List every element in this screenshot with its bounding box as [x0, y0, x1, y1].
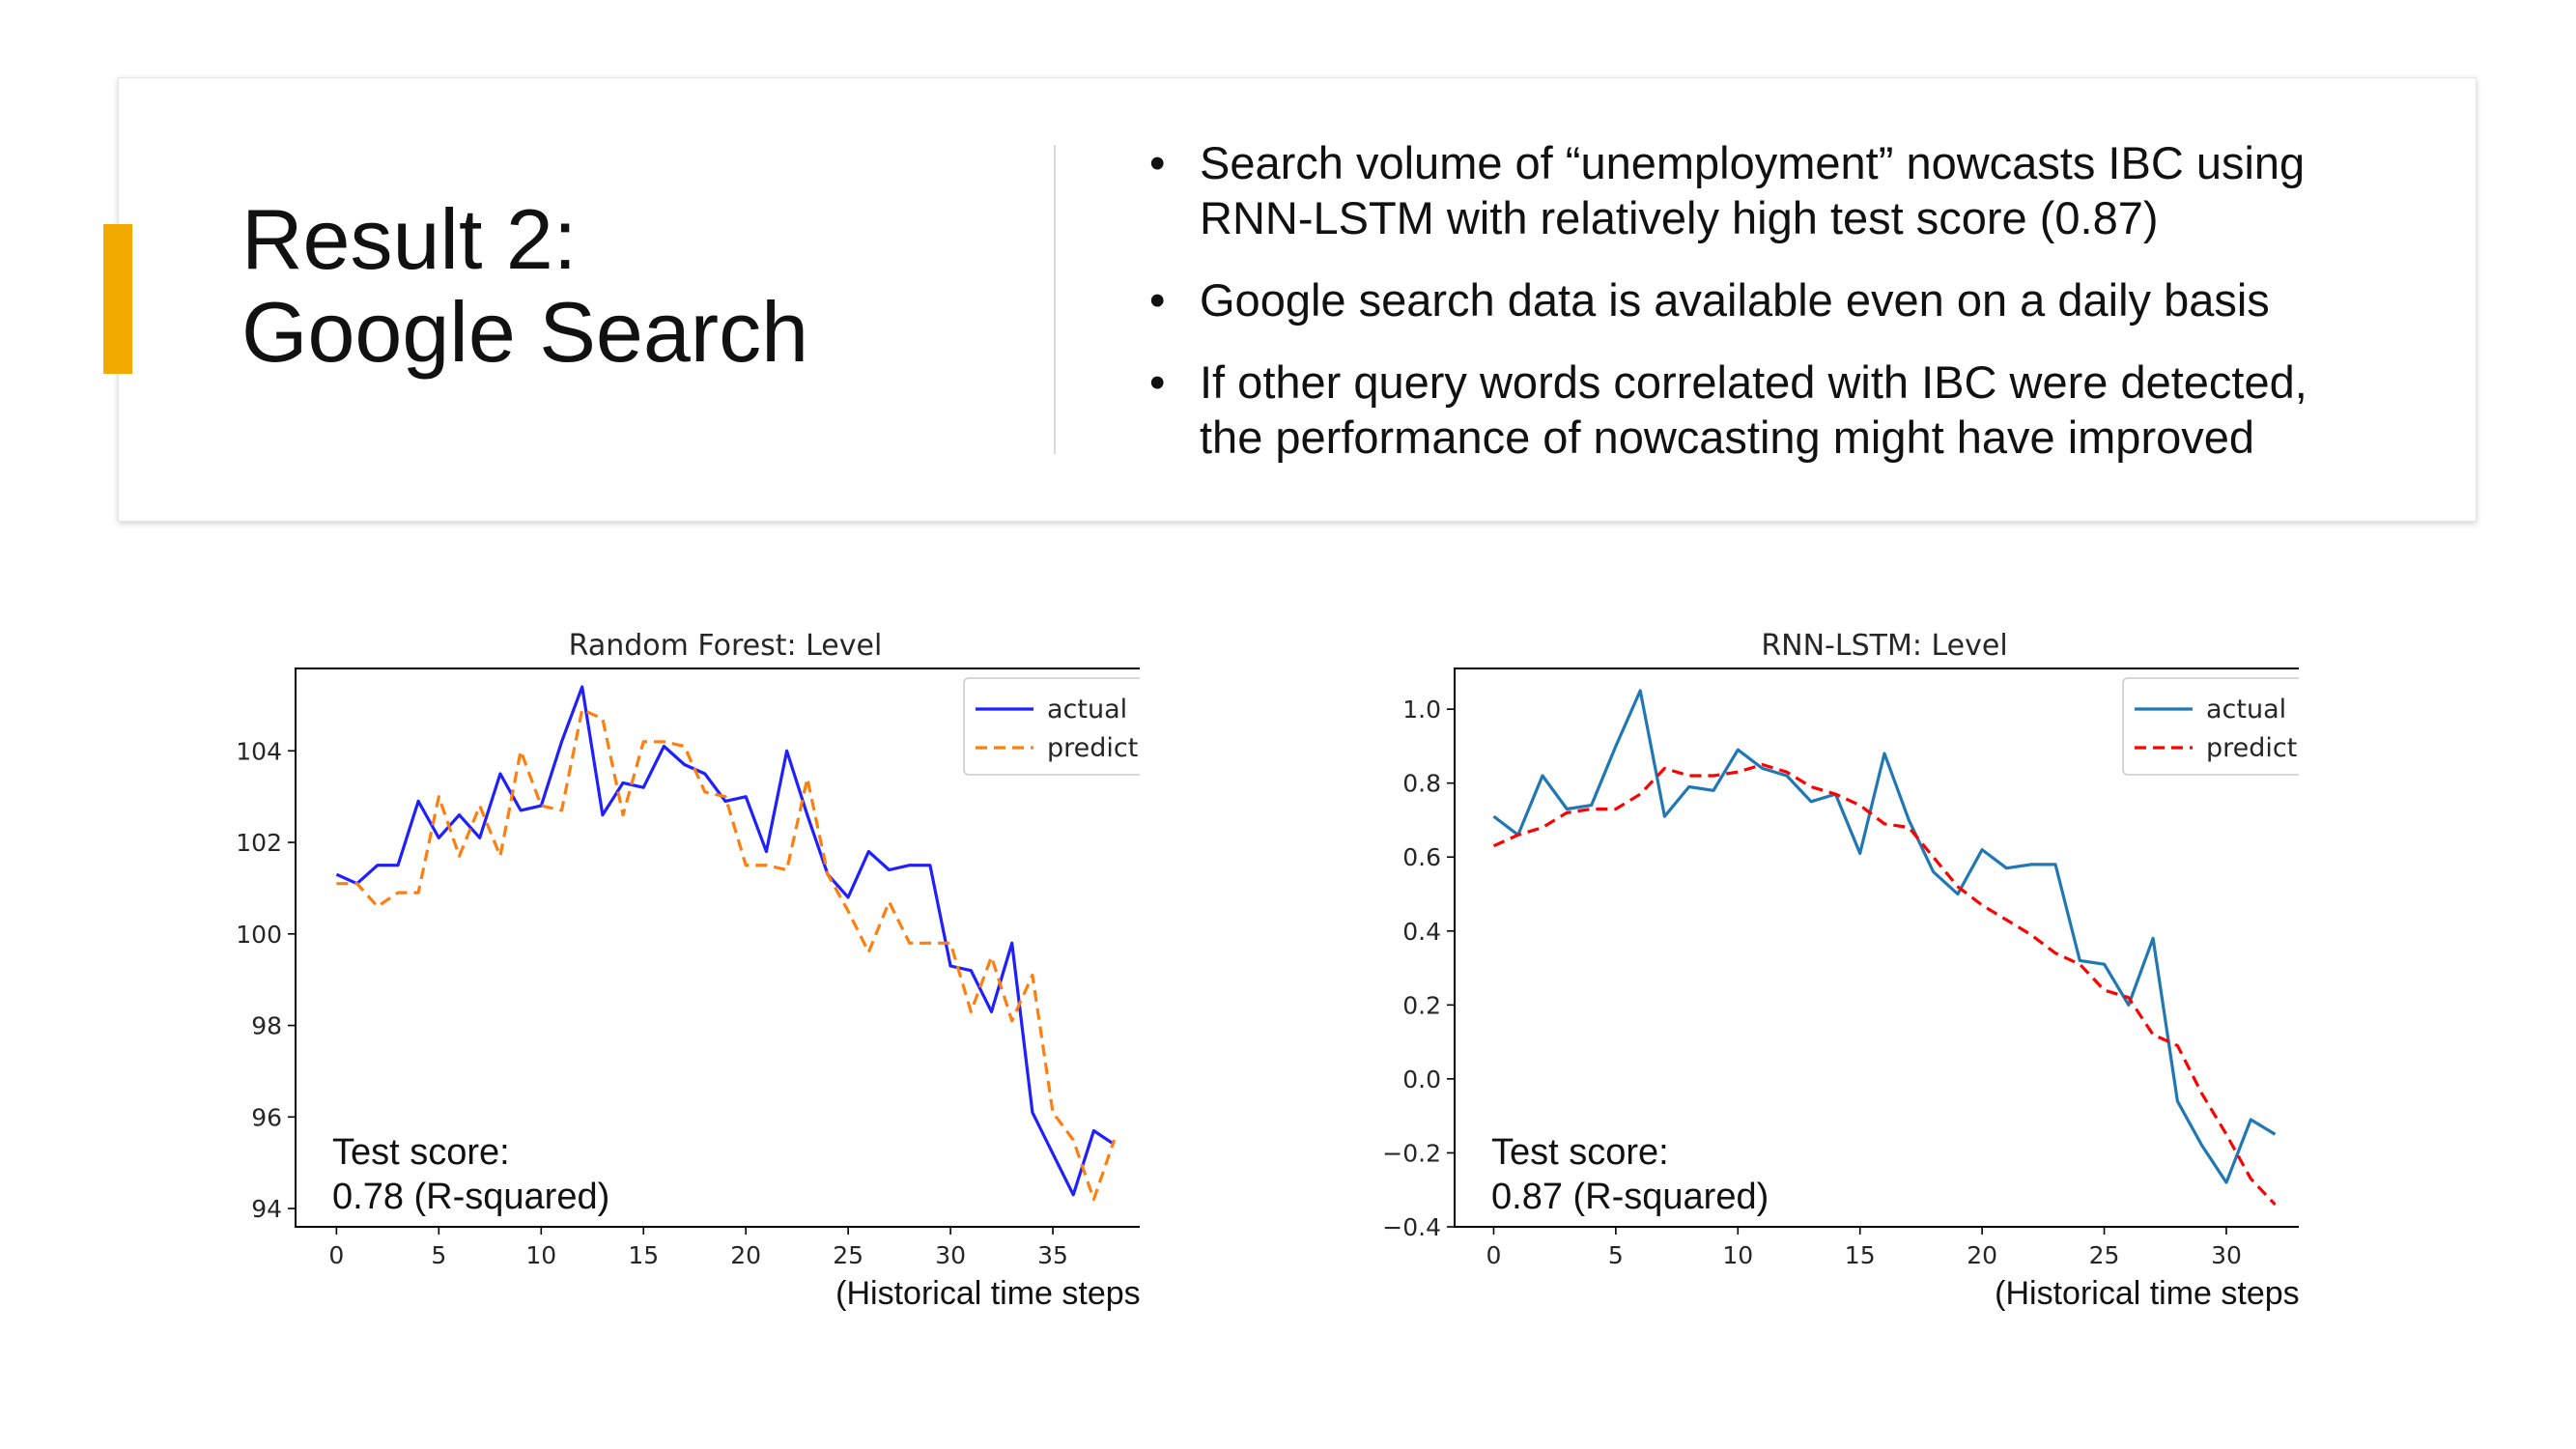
accent-bar — [103, 224, 132, 374]
lstm-y-tick-label: 0.0 — [1402, 1065, 1441, 1094]
lstm-title: RNN-LSTM: Level — [1761, 629, 2007, 663]
bullet-dot-icon: • — [1149, 356, 1166, 408]
rf-x-tick-label: 5 — [431, 1241, 446, 1269]
rf-x-tick-label: 35 — [1037, 1241, 1068, 1269]
bullet-list: • Search volume of “unemployment” nowcas… — [1149, 135, 2444, 492]
lstm-legend-label-predict: predict — [2206, 733, 2297, 763]
lstm-series-line-actual — [1492, 689, 2277, 1184]
bullet-dot-icon: • — [1149, 137, 1166, 188]
lstm-y-tick-label: 0.6 — [1402, 843, 1441, 871]
rnn-lstm-chart: RNN-LSTM: Level 0 5 10 15 20 25 30 −0.4 −0.2 0.0 0.… — [1372, 609, 2299, 1323]
rf-x-tick-label: 25 — [833, 1241, 863, 1269]
lstm-legend-box — [2122, 677, 2299, 776]
bullet-item: • Google search data is available even o… — [1149, 272, 2444, 327]
lstm-y-tick-label: 1.0 — [1402, 696, 1441, 724]
bullet-line: Search volume of “unemployment” nowcasts… — [1200, 137, 2306, 188]
rf-x-tick-label: 15 — [628, 1241, 659, 1269]
bullet-line: Google search data is available even on … — [1200, 274, 2270, 326]
rf-series-line-predict — [336, 707, 1117, 1202]
lstm-x-axis-label: (Historical time steps) — [1995, 1275, 2299, 1312]
rf-legend-label-predict: predict — [1047, 733, 1138, 763]
lstm-y-tick-label: 0.2 — [1402, 991, 1441, 1019]
rf-y-tick-label: 104 — [236, 737, 282, 765]
rf-legend-box — [963, 677, 1140, 776]
bullet-line: the performance of nowcasting might have… — [1200, 412, 2255, 463]
lstm-x-tick-label: 10 — [1722, 1241, 1753, 1269]
rf-series-line-actual — [335, 685, 1116, 1197]
lstm-y-tick-label: −0.4 — [1382, 1213, 1441, 1241]
rf-plot-frame — [295, 668, 1140, 1228]
bullet-item: • Search volume of “unemployment” nowcas… — [1149, 135, 2444, 245]
bullet-line: RNN-LSTM with relatively high test score… — [1200, 192, 2159, 243]
lstm-x-tick-label: 25 — [2089, 1241, 2120, 1269]
slide-title: Result 2: Google Search — [241, 193, 808, 379]
lstm-x-tick-label: 20 — [1967, 1241, 1997, 1269]
bullet-dot-icon: • — [1149, 274, 1166, 326]
rf-test-score-text: Test score: — [332, 1132, 510, 1173]
bullet-line: If other query words correlated with IBC… — [1200, 356, 2307, 408]
lstm-test-score-text: Test score: — [1491, 1132, 1669, 1173]
random-forest-chart-svg: Random Forest: Level 0 5 10 15 20 25 30 35 94 96 98… — [236, 629, 1140, 1312]
rf-title: Random Forest: Level — [569, 629, 883, 663]
lstm-legend-label-actual: actual — [2206, 695, 2286, 724]
rf-x-tick-label: 10 — [525, 1241, 556, 1269]
rf-x-tick-label: 20 — [730, 1241, 761, 1269]
rnn-lstm-chart-svg: RNN-LSTM: Level 0 5 10 15 20 25 30 −0.4 −0.2 0.0 0.… — [1382, 629, 2299, 1312]
lstm-x-tick-label: 15 — [1845, 1241, 1876, 1269]
rf-y-tick-label: 98 — [251, 1012, 282, 1040]
rf-x-axis-label: (Historical time steps) — [835, 1275, 1140, 1312]
lstm-x-tick-label: 30 — [2211, 1241, 2242, 1269]
vertical-divider — [1054, 145, 1056, 454]
lstm-series-line-predict — [1492, 762, 2277, 1207]
rf-y-tick-label: 100 — [236, 921, 282, 949]
rf-x-tick-label: 30 — [935, 1241, 966, 1269]
rf-x-tick-label: 0 — [328, 1241, 344, 1269]
title-line-2: Google Search — [241, 284, 809, 380]
lstm-y-tick-label: −0.2 — [1382, 1139, 1441, 1167]
rf-y-tick-label: 96 — [251, 1103, 282, 1131]
rf-y-tick-label: 94 — [251, 1195, 282, 1223]
lstm-x-tick-label: 0 — [1486, 1241, 1502, 1269]
lstm-x-tick-label: 5 — [1608, 1241, 1624, 1269]
header-card — [118, 77, 2477, 522]
lstm-y-tick-label: 0.8 — [1402, 770, 1441, 798]
title-line-1: Result 2: — [241, 191, 578, 287]
rf-legend-label-actual: actual — [1047, 695, 1127, 724]
lstm-test-score-text: 0.87 (R-squared) — [1491, 1177, 1769, 1217]
random-forest-chart: Random Forest: Level 0 5 10 15 20 25 30 35 94 96 98… — [212, 609, 1140, 1323]
lstm-plot-frame — [1454, 668, 2299, 1228]
rf-test-score-text: 0.78 (R-squared) — [332, 1177, 609, 1217]
rf-y-tick-label: 102 — [236, 829, 282, 857]
bullet-item: • If other query words correlated with I… — [1149, 355, 2444, 465]
lstm-y-tick-label: 0.4 — [1402, 918, 1441, 946]
